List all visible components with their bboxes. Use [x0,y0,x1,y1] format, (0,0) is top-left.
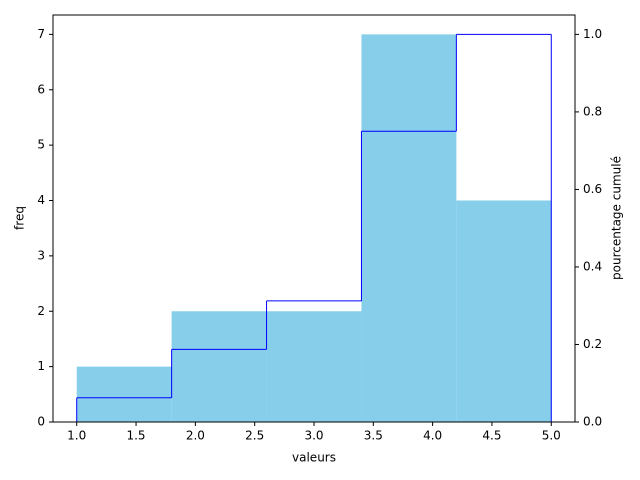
y-tick-label: 2 [37,304,45,318]
y-axis-label: freq [13,206,27,230]
x-tick-label: 5.0 [542,429,561,443]
y-tick-label: 4 [37,193,45,207]
x-tick-label: 3.5 [364,429,383,443]
x-tick-label: 2.0 [186,429,205,443]
x-tick-label: 4.5 [482,429,501,443]
bar [361,34,457,422]
bar [456,200,552,422]
y2-tick-label: 1.0 [583,27,602,41]
y2-tick-label: 0.8 [583,104,602,118]
y-tick-label: 1 [37,359,45,373]
y-tick-label: 0 [37,415,45,429]
y2-tick-label: 0.2 [583,337,602,351]
y2-tick-label: 0.0 [583,415,602,429]
x-tick-label: 3.0 [304,429,323,443]
bar [266,311,362,422]
y2-tick-label: 0.6 [583,182,602,196]
y2-axis-label: pourcentage cumulé [610,156,624,280]
y-tick-label: 5 [37,138,45,152]
x-tick-label: 1.0 [67,429,86,443]
y2-tick-label: 0.4 [583,259,602,273]
x-tick-label: 2.5 [245,429,264,443]
y-tick-label: 6 [37,82,45,96]
x-tick-label: 4.0 [423,429,442,443]
bar [171,311,267,422]
x-tick-label: 1.5 [126,429,145,443]
y-tick-label: 3 [37,248,45,262]
x-axis-label: valeurs [292,451,336,465]
y-tick-label: 7 [37,27,45,41]
bar [76,366,172,422]
